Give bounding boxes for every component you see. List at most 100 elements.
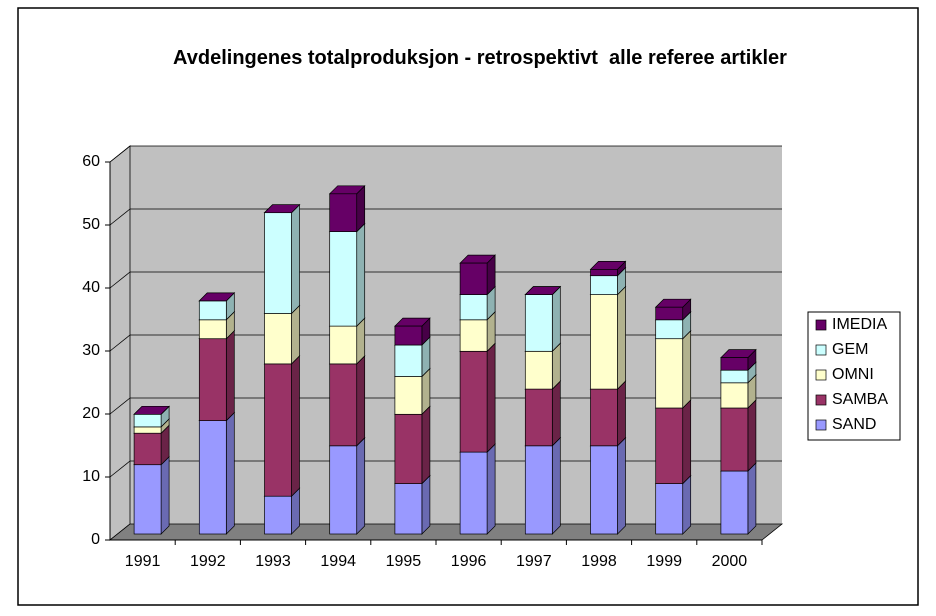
bar-front xyxy=(133,432,162,466)
bar-side-shade xyxy=(421,368,430,415)
bars xyxy=(133,184,757,535)
bar-side-shade xyxy=(552,437,561,534)
bar-front xyxy=(655,338,684,409)
x-tick-label: 1998 xyxy=(581,553,617,570)
bar-side-shade xyxy=(356,437,365,534)
x-tick-label: 1997 xyxy=(516,553,552,570)
bar-side-shade xyxy=(487,343,496,453)
bar-front xyxy=(264,212,292,314)
bar-segment xyxy=(459,310,496,353)
bar-segment xyxy=(524,285,562,353)
bar-side-shade xyxy=(682,330,691,408)
bar-front xyxy=(720,369,749,384)
bar-side-shade xyxy=(226,330,235,421)
bar-side-shade xyxy=(552,381,561,446)
x-tick-label: 1999 xyxy=(646,553,682,570)
bar-side-shade xyxy=(617,286,626,390)
bar-side-shade xyxy=(226,292,235,320)
bar-front xyxy=(394,413,423,484)
bar-segment xyxy=(524,380,562,447)
bar-side-shade xyxy=(487,286,496,320)
bar-top xyxy=(524,286,562,295)
bar-front xyxy=(524,294,553,352)
bar-side-shade xyxy=(356,318,365,364)
bar-segment xyxy=(720,373,757,409)
bar-side-shade xyxy=(682,475,691,534)
bar-side-shade xyxy=(617,267,626,295)
bar-front xyxy=(264,363,292,497)
bar-front xyxy=(264,495,292,535)
bar-front xyxy=(394,325,423,346)
bar-segment xyxy=(720,462,757,535)
bar-front xyxy=(198,319,227,340)
grid-line xyxy=(109,397,131,415)
bar-front xyxy=(590,275,618,295)
bar-front xyxy=(524,388,553,447)
y-tick-label: 20 xyxy=(82,405,100,422)
bar-front xyxy=(329,445,358,535)
bar-segment xyxy=(263,304,301,365)
bar-segment xyxy=(589,380,627,447)
bar-segment xyxy=(394,405,431,485)
bar-front xyxy=(590,445,618,535)
bar-segment xyxy=(720,399,757,472)
bar-side-shade xyxy=(747,400,756,471)
bar-front xyxy=(394,344,423,377)
bar-front xyxy=(459,350,488,453)
bar-side-shade xyxy=(356,223,365,327)
bar-segment xyxy=(589,260,627,277)
bar-segment xyxy=(589,285,627,390)
bar-front xyxy=(720,382,749,409)
grid-line xyxy=(109,271,131,289)
bar-side-shade xyxy=(487,311,496,352)
y-tick-label: 10 xyxy=(82,468,100,485)
bar-front xyxy=(133,413,162,428)
bar-segment xyxy=(263,487,301,535)
bar-side-shade xyxy=(487,444,496,534)
bar-segment xyxy=(654,399,692,485)
legend-label: SAMBA xyxy=(832,391,888,408)
bar-segment xyxy=(133,405,170,415)
bar-side-shade xyxy=(747,362,756,383)
bar-segment xyxy=(133,455,170,535)
bar-front xyxy=(329,325,358,365)
bar-front xyxy=(590,269,618,277)
bar-side-shade xyxy=(291,305,300,364)
bar-segment xyxy=(589,436,627,535)
bar-side-shade xyxy=(421,337,430,377)
bar-front xyxy=(590,294,618,390)
x-tick-label: 1995 xyxy=(386,553,422,570)
legend-label: SAND xyxy=(832,416,876,433)
x-tick-label: 1992 xyxy=(190,553,226,570)
bar-side-shade xyxy=(161,406,170,427)
bar-front xyxy=(198,300,227,321)
grid-line xyxy=(109,208,131,226)
bar-front xyxy=(133,464,162,535)
grid-line xyxy=(109,460,131,478)
bar-side-shade xyxy=(682,400,691,484)
bar-side-shade xyxy=(291,488,300,534)
legend-swatch xyxy=(815,369,827,381)
bar-segment xyxy=(328,317,366,365)
bar-side-shade xyxy=(747,374,756,408)
bar-side-shade xyxy=(421,406,430,484)
bar-top xyxy=(133,405,170,415)
bar-front xyxy=(459,451,488,535)
bar-side-shade xyxy=(747,463,756,534)
bar-segment xyxy=(720,348,757,372)
bar-front xyxy=(720,357,749,371)
bar-front xyxy=(459,319,488,352)
bar-front xyxy=(720,407,749,472)
bar-front xyxy=(133,426,162,434)
bar-segment xyxy=(524,342,562,390)
bar-front xyxy=(329,231,358,327)
bar-segment xyxy=(263,355,301,498)
x-tick-label: 1994 xyxy=(320,553,356,570)
bar-top xyxy=(198,292,236,302)
legend-swatch xyxy=(815,419,827,431)
bar-segment xyxy=(263,203,301,315)
bar-side-shade xyxy=(552,286,561,352)
bar-side-shade xyxy=(421,475,430,534)
